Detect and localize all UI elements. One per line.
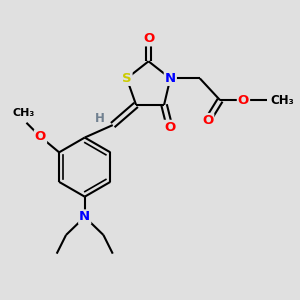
Text: H: H — [95, 112, 105, 125]
Text: N: N — [165, 72, 176, 85]
Text: O: O — [164, 121, 175, 134]
Text: O: O — [143, 32, 154, 45]
Text: O: O — [238, 94, 249, 107]
Text: O: O — [35, 130, 46, 143]
Text: CH₃: CH₃ — [270, 94, 294, 107]
Text: CH₃: CH₃ — [12, 108, 34, 118]
Text: S: S — [122, 72, 132, 85]
Text: N: N — [79, 210, 90, 224]
Text: O: O — [202, 114, 213, 127]
